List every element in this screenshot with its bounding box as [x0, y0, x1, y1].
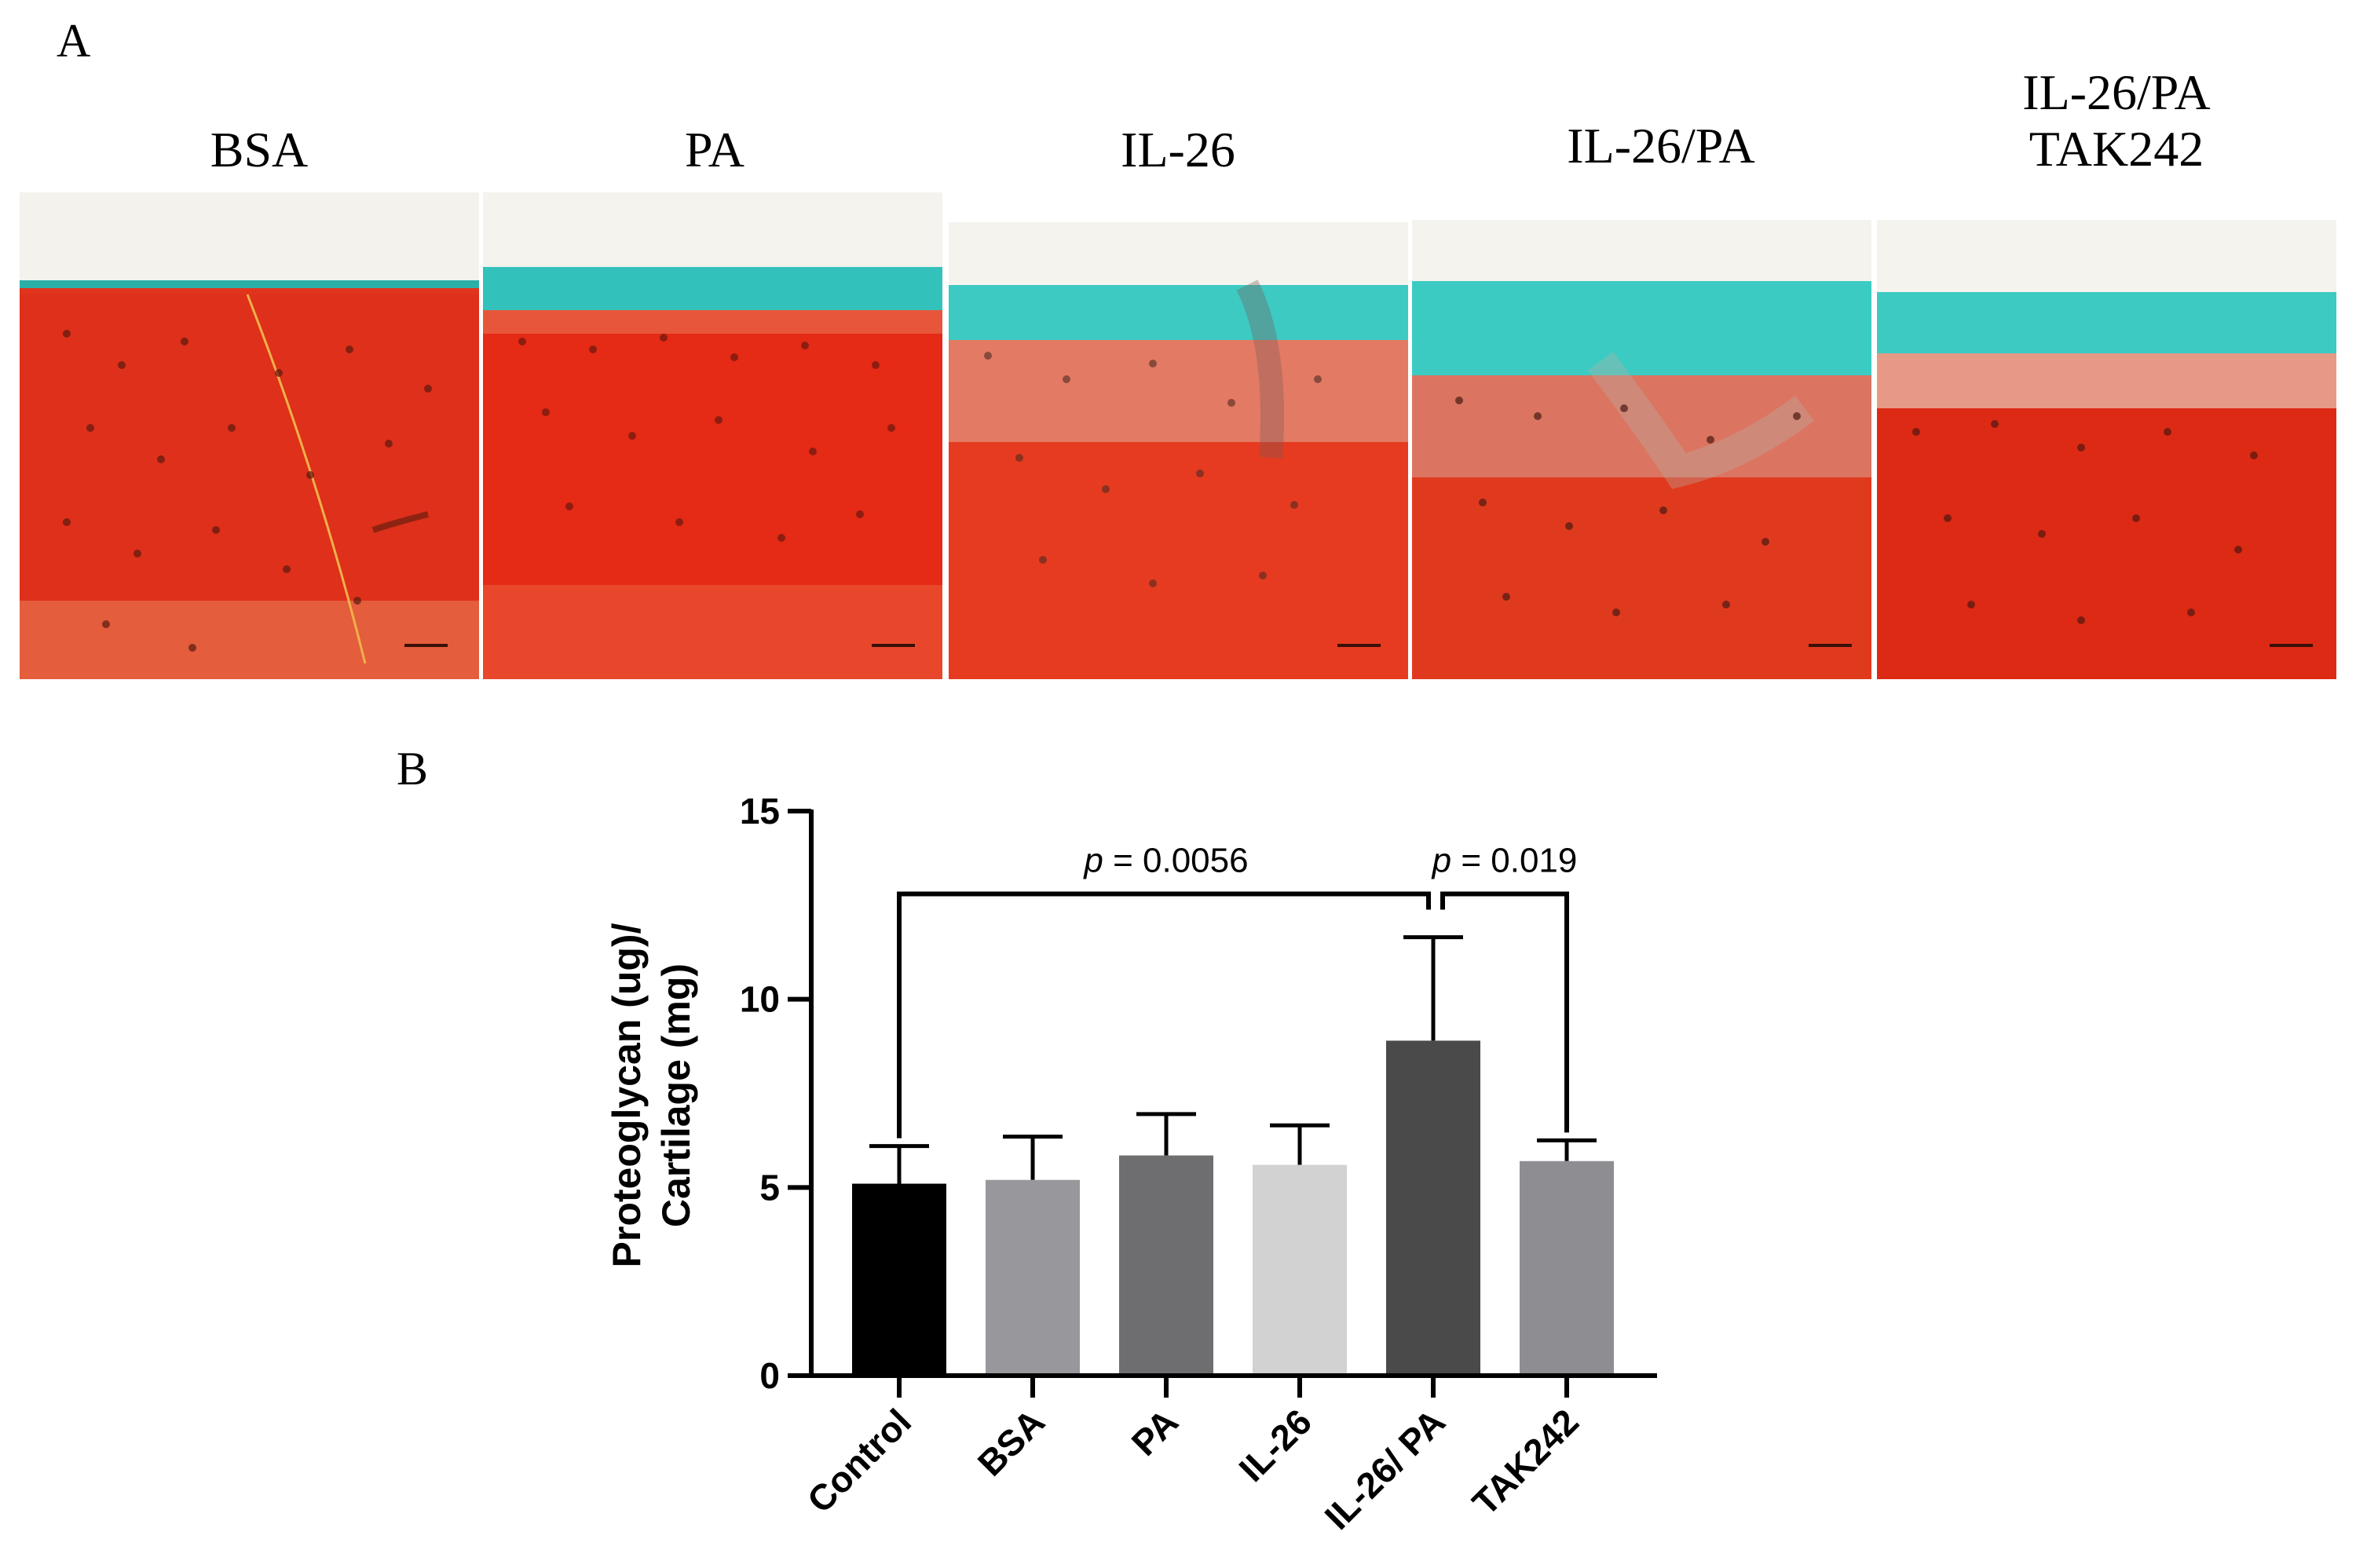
significance-bracket-1: [1440, 891, 1569, 1133]
micrograph-il26-pa: [1412, 220, 1871, 679]
p-value: = 0.019: [1451, 841, 1577, 879]
x-tick-label: PA: [1124, 1401, 1187, 1464]
micrograph-label-line-1: IL-26/PA: [2022, 64, 2211, 120]
bar-2: [1119, 1155, 1213, 1376]
bar-3: [1253, 1164, 1347, 1376]
p-symbol: p: [1431, 841, 1451, 879]
x-tick-label: IL-26: [1231, 1401, 1319, 1489]
micrograph-pa: [483, 192, 942, 679]
panel-b-label: B: [397, 743, 429, 795]
p-value: = 0.0056: [1103, 841, 1249, 879]
y-tick-label: 15: [740, 791, 780, 832]
micrograph-il26: [949, 222, 1408, 679]
p-value-label-0: p = 0.0056: [1082, 841, 1248, 879]
y-tick-label: 0: [759, 1355, 780, 1396]
p-value-label-1: p = 0.019: [1431, 841, 1578, 879]
x-tick-label: Control: [799, 1401, 919, 1520]
bar-0: [852, 1183, 946, 1376]
micrograph-label-il26-pa: IL-26/PA: [1567, 118, 1755, 174]
bar-1: [986, 1179, 1080, 1376]
bar-5: [1520, 1160, 1614, 1376]
micrograph-il26-pa-tak242: [1877, 220, 2336, 679]
micrograph-label-il26: IL-26: [1121, 122, 1235, 177]
y-axis-title-line-1: Proteoglycan (ug)/: [605, 923, 649, 1267]
micrograph-label-il26-pa-tak242: IL-26/PA TAK242: [1991, 64, 2242, 177]
y-axis-title-line-2: Cartilage (mg): [654, 963, 698, 1227]
x-tick-label: BSA: [970, 1401, 1052, 1483]
micrograph-label-line-2: TAK242: [2029, 120, 2204, 177]
y-tick-label: 5: [759, 1167, 780, 1208]
p-symbol: p: [1082, 841, 1103, 879]
micrograph-label-pa: PA: [685, 122, 744, 177]
y-tick-label: 10: [740, 979, 780, 1020]
significance-bracket-0: [897, 891, 1431, 1139]
x-tick-label: IL-26/ PA: [1317, 1401, 1454, 1537]
bar-4: [1386, 1040, 1480, 1376]
micrograph-bsa: [20, 192, 479, 679]
panel-a-label: A: [57, 15, 91, 67]
micrograph-label-bsa: BSA: [210, 122, 309, 177]
x-tick-label: TAK242: [1465, 1401, 1586, 1522]
